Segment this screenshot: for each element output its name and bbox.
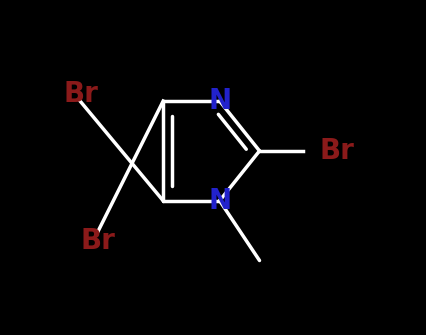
Text: Br: Br [80,226,115,255]
Text: Br: Br [63,80,98,109]
Text: Br: Br [320,137,354,165]
Text: N: N [208,87,231,115]
Text: N: N [208,187,231,215]
